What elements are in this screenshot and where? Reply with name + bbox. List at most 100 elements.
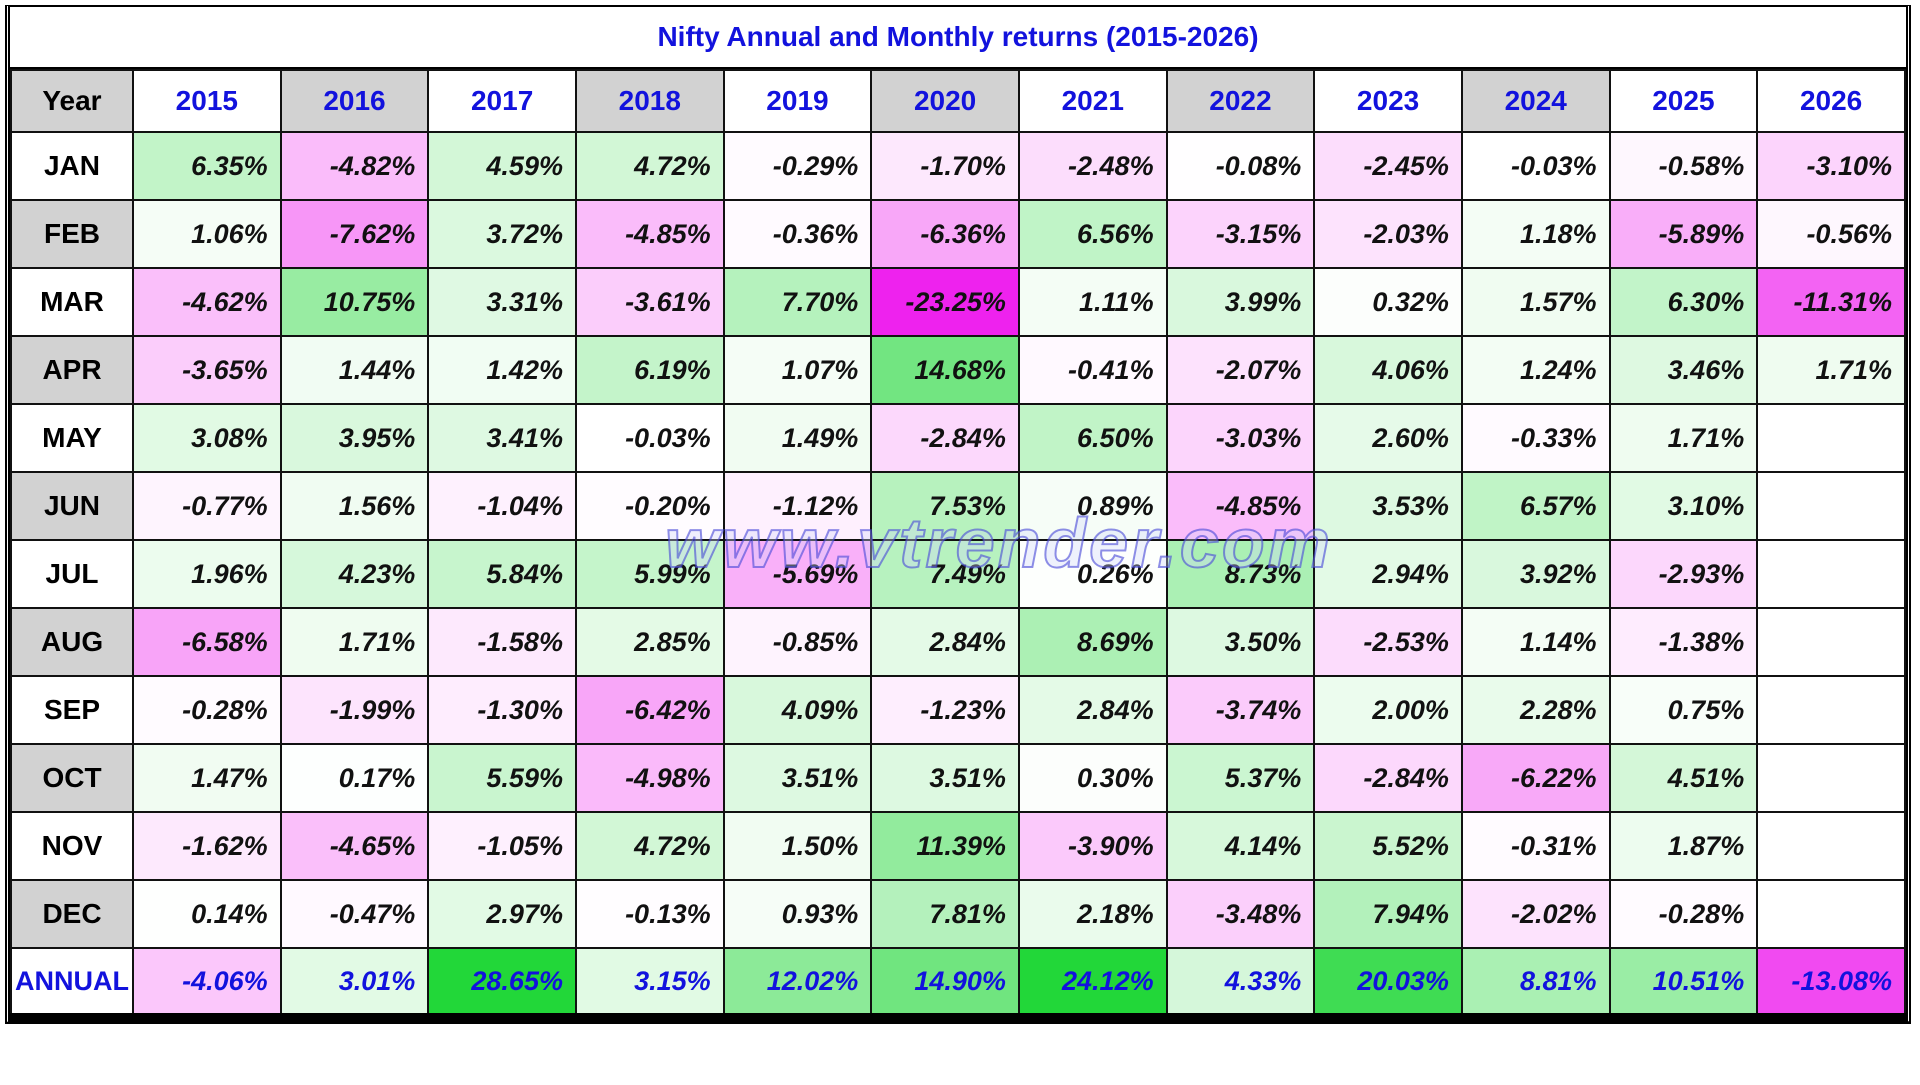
return-cell-nov-2021: -3.90% (1017, 811, 1168, 881)
month-row-jan: JAN 6.35% -4.82% 4.59% 4.72% -0.29% -1.70% -2.4… (10, 131, 1906, 201)
return-cell-dec-2016: -0.47% (279, 879, 430, 949)
return-cell-feb-2023: -2.03% (1313, 199, 1463, 269)
return-cell-jan-2024: -0.03% (1460, 131, 1611, 201)
month-row-feb: FEB 1.06% -7.62% 3.72% -4.85% -0.36% -6.36% 6.5… (10, 199, 1906, 269)
return-cell-jun-2021: 0.89% (1017, 471, 1168, 541)
return-cell-mar-2019: 7.70% (722, 267, 873, 337)
return-cell-may-2015: 3.08% (132, 403, 282, 473)
return-cell-mar-2018: -3.61% (574, 267, 725, 337)
year-header-2021: 2021 (1017, 69, 1168, 133)
return-cell-oct-2019: 3.51% (722, 743, 873, 813)
return-cell-jun-2022: -4.85% (1165, 471, 1316, 541)
return-cell-jun-2018: -0.20% (574, 471, 725, 541)
returns-table-frame: Nifty Annual and Monthly returns (2015-2… (5, 5, 1911, 1024)
return-cell-oct-2023: -2.84% (1313, 743, 1463, 813)
return-cell-aug-2026 (1756, 607, 1906, 677)
return-cell-aug-2017: -1.58% (427, 607, 577, 677)
return-cell-aug-2016: 1.71% (279, 607, 430, 677)
return-cell-annual-2018: 3.15% (574, 947, 725, 1019)
return-cell-nov-2023: 5.52% (1313, 811, 1463, 881)
return-cell-oct-2026 (1756, 743, 1906, 813)
return-cell-jun-2024: 6.57% (1460, 471, 1611, 541)
return-cell-aug-2015: -6.58% (132, 607, 282, 677)
return-cell-may-2025: 1.71% (1608, 403, 1759, 473)
return-cell-may-2022: -3.03% (1165, 403, 1316, 473)
return-cell-apr-2017: 1.42% (427, 335, 577, 405)
month-label-mar: MAR (10, 267, 134, 337)
return-cell-may-2018: -0.03% (574, 403, 725, 473)
return-cell-feb-2018: -4.85% (574, 199, 725, 269)
year-header-2017: 2017 (427, 69, 577, 133)
year-header-2019: 2019 (722, 69, 873, 133)
return-cell-jan-2020: -1.70% (870, 131, 1020, 201)
return-cell-sep-2024: 2.28% (1460, 675, 1611, 745)
return-cell-dec-2021: 2.18% (1017, 879, 1168, 949)
return-cell-jan-2015: 6.35% (132, 131, 282, 201)
month-label-jun: JUN (10, 471, 134, 541)
return-cell-nov-2020: 11.39% (870, 811, 1020, 881)
return-cell-jun-2026 (1756, 471, 1906, 541)
return-cell-jul-2026 (1756, 539, 1906, 609)
month-row-aug: AUG -6.58% 1.71% -1.58% 2.85% -0.85% 2.84% 8.69… (10, 607, 1906, 677)
return-cell-sep-2023: 2.00% (1313, 675, 1463, 745)
return-cell-annual-2022: 4.33% (1165, 947, 1316, 1019)
return-cell-apr-2019: 1.07% (722, 335, 873, 405)
year-header-2022: 2022 (1165, 69, 1316, 133)
return-cell-annual-2017: 28.65% (427, 947, 577, 1019)
month-row-may: MAY 3.08% 3.95% 3.41% -0.03% 1.49% -2.84% 6.50%… (10, 403, 1906, 473)
return-cell-sep-2019: 4.09% (722, 675, 873, 745)
return-cell-nov-2017: -1.05% (427, 811, 577, 881)
return-cell-oct-2025: 4.51% (1608, 743, 1759, 813)
return-cell-jul-2017: 5.84% (427, 539, 577, 609)
year-header-2023: 2023 (1313, 69, 1463, 133)
return-cell-nov-2025: 1.87% (1608, 811, 1759, 881)
return-cell-jan-2023: -2.45% (1313, 131, 1463, 201)
return-cell-feb-2026: -0.56% (1756, 199, 1906, 269)
return-cell-apr-2016: 1.44% (279, 335, 430, 405)
return-cell-aug-2021: 8.69% (1017, 607, 1168, 677)
return-cell-may-2024: -0.33% (1460, 403, 1611, 473)
return-cell-apr-2021: -0.41% (1017, 335, 1168, 405)
return-cell-jun-2023: 3.53% (1313, 471, 1463, 541)
return-cell-oct-2018: -4.98% (574, 743, 725, 813)
year-header-2018: 2018 (574, 69, 725, 133)
return-cell-sep-2015: -0.28% (132, 675, 282, 745)
month-label-oct: OCT (10, 743, 134, 813)
month-label-may: MAY (10, 403, 134, 473)
return-cell-jan-2022: -0.08% (1165, 131, 1316, 201)
return-cell-feb-2024: 1.18% (1460, 199, 1611, 269)
return-cell-dec-2018: -0.13% (574, 879, 725, 949)
return-cell-dec-2017: 2.97% (427, 879, 577, 949)
return-cell-jan-2017: 4.59% (427, 131, 577, 201)
return-cell-annual-2026: -13.08% (1756, 947, 1906, 1019)
return-cell-mar-2026: -11.31% (1756, 267, 1906, 337)
return-cell-feb-2015: 1.06% (132, 199, 282, 269)
return-cell-dec-2020: 7.81% (870, 879, 1020, 949)
return-cell-may-2020: -2.84% (870, 403, 1020, 473)
return-cell-apr-2023: 4.06% (1313, 335, 1463, 405)
return-cell-apr-2020: 14.68% (870, 335, 1020, 405)
return-cell-aug-2018: 2.85% (574, 607, 725, 677)
return-cell-jan-2016: -4.82% (279, 131, 430, 201)
return-cell-feb-2021: 6.56% (1017, 199, 1168, 269)
annual-row: ANNUAL -4.06% 3.01% 28.65% 3.15% 12.02% 14.90%… (10, 947, 1906, 1019)
year-header-2025: 2025 (1608, 69, 1759, 133)
return-cell-nov-2019: 1.50% (722, 811, 873, 881)
month-row-oct: OCT 1.47% 0.17% 5.59% -4.98% 3.51% 3.51% 0.30% 5… (10, 743, 1906, 813)
return-cell-annual-2025: 10.51% (1608, 947, 1759, 1019)
return-cell-nov-2015: -1.62% (132, 811, 282, 881)
return-cell-dec-2019: 0.93% (722, 879, 873, 949)
return-cell-sep-2020: -1.23% (870, 675, 1020, 745)
page-title: Nifty Annual and Monthly returns (2015-2… (10, 7, 1906, 69)
return-cell-feb-2016: -7.62% (279, 199, 430, 269)
return-cell-feb-2017: 3.72% (427, 199, 577, 269)
return-cell-apr-2025: 3.46% (1608, 335, 1759, 405)
return-cell-jul-2020: 7.49% (870, 539, 1020, 609)
return-cell-jun-2019: -1.12% (722, 471, 873, 541)
return-cell-oct-2017: 5.59% (427, 743, 577, 813)
return-cell-jul-2016: 4.23% (279, 539, 430, 609)
return-cell-aug-2023: -2.53% (1313, 607, 1463, 677)
return-cell-jul-2022: 8.73% (1165, 539, 1316, 609)
return-cell-jun-2020: 7.53% (870, 471, 1020, 541)
return-cell-may-2023: 2.60% (1313, 403, 1463, 473)
